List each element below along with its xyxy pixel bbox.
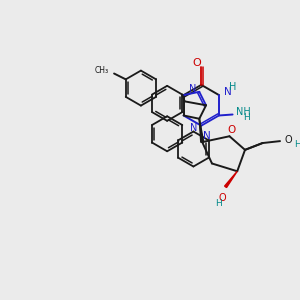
- Text: NH: NH: [236, 106, 251, 117]
- Text: H: H: [215, 200, 222, 208]
- Text: N: N: [189, 84, 196, 94]
- Text: O: O: [192, 58, 201, 68]
- Text: N: N: [190, 123, 197, 133]
- Polygon shape: [225, 171, 237, 188]
- Polygon shape: [199, 119, 204, 142]
- Text: O: O: [219, 193, 226, 202]
- Text: N: N: [224, 87, 232, 97]
- Text: O: O: [285, 135, 292, 145]
- Text: H: H: [229, 82, 236, 92]
- Text: O: O: [227, 125, 236, 135]
- Text: CH₃: CH₃: [95, 66, 109, 75]
- Text: N: N: [203, 130, 211, 141]
- Text: H: H: [295, 140, 300, 148]
- Text: H: H: [243, 113, 250, 122]
